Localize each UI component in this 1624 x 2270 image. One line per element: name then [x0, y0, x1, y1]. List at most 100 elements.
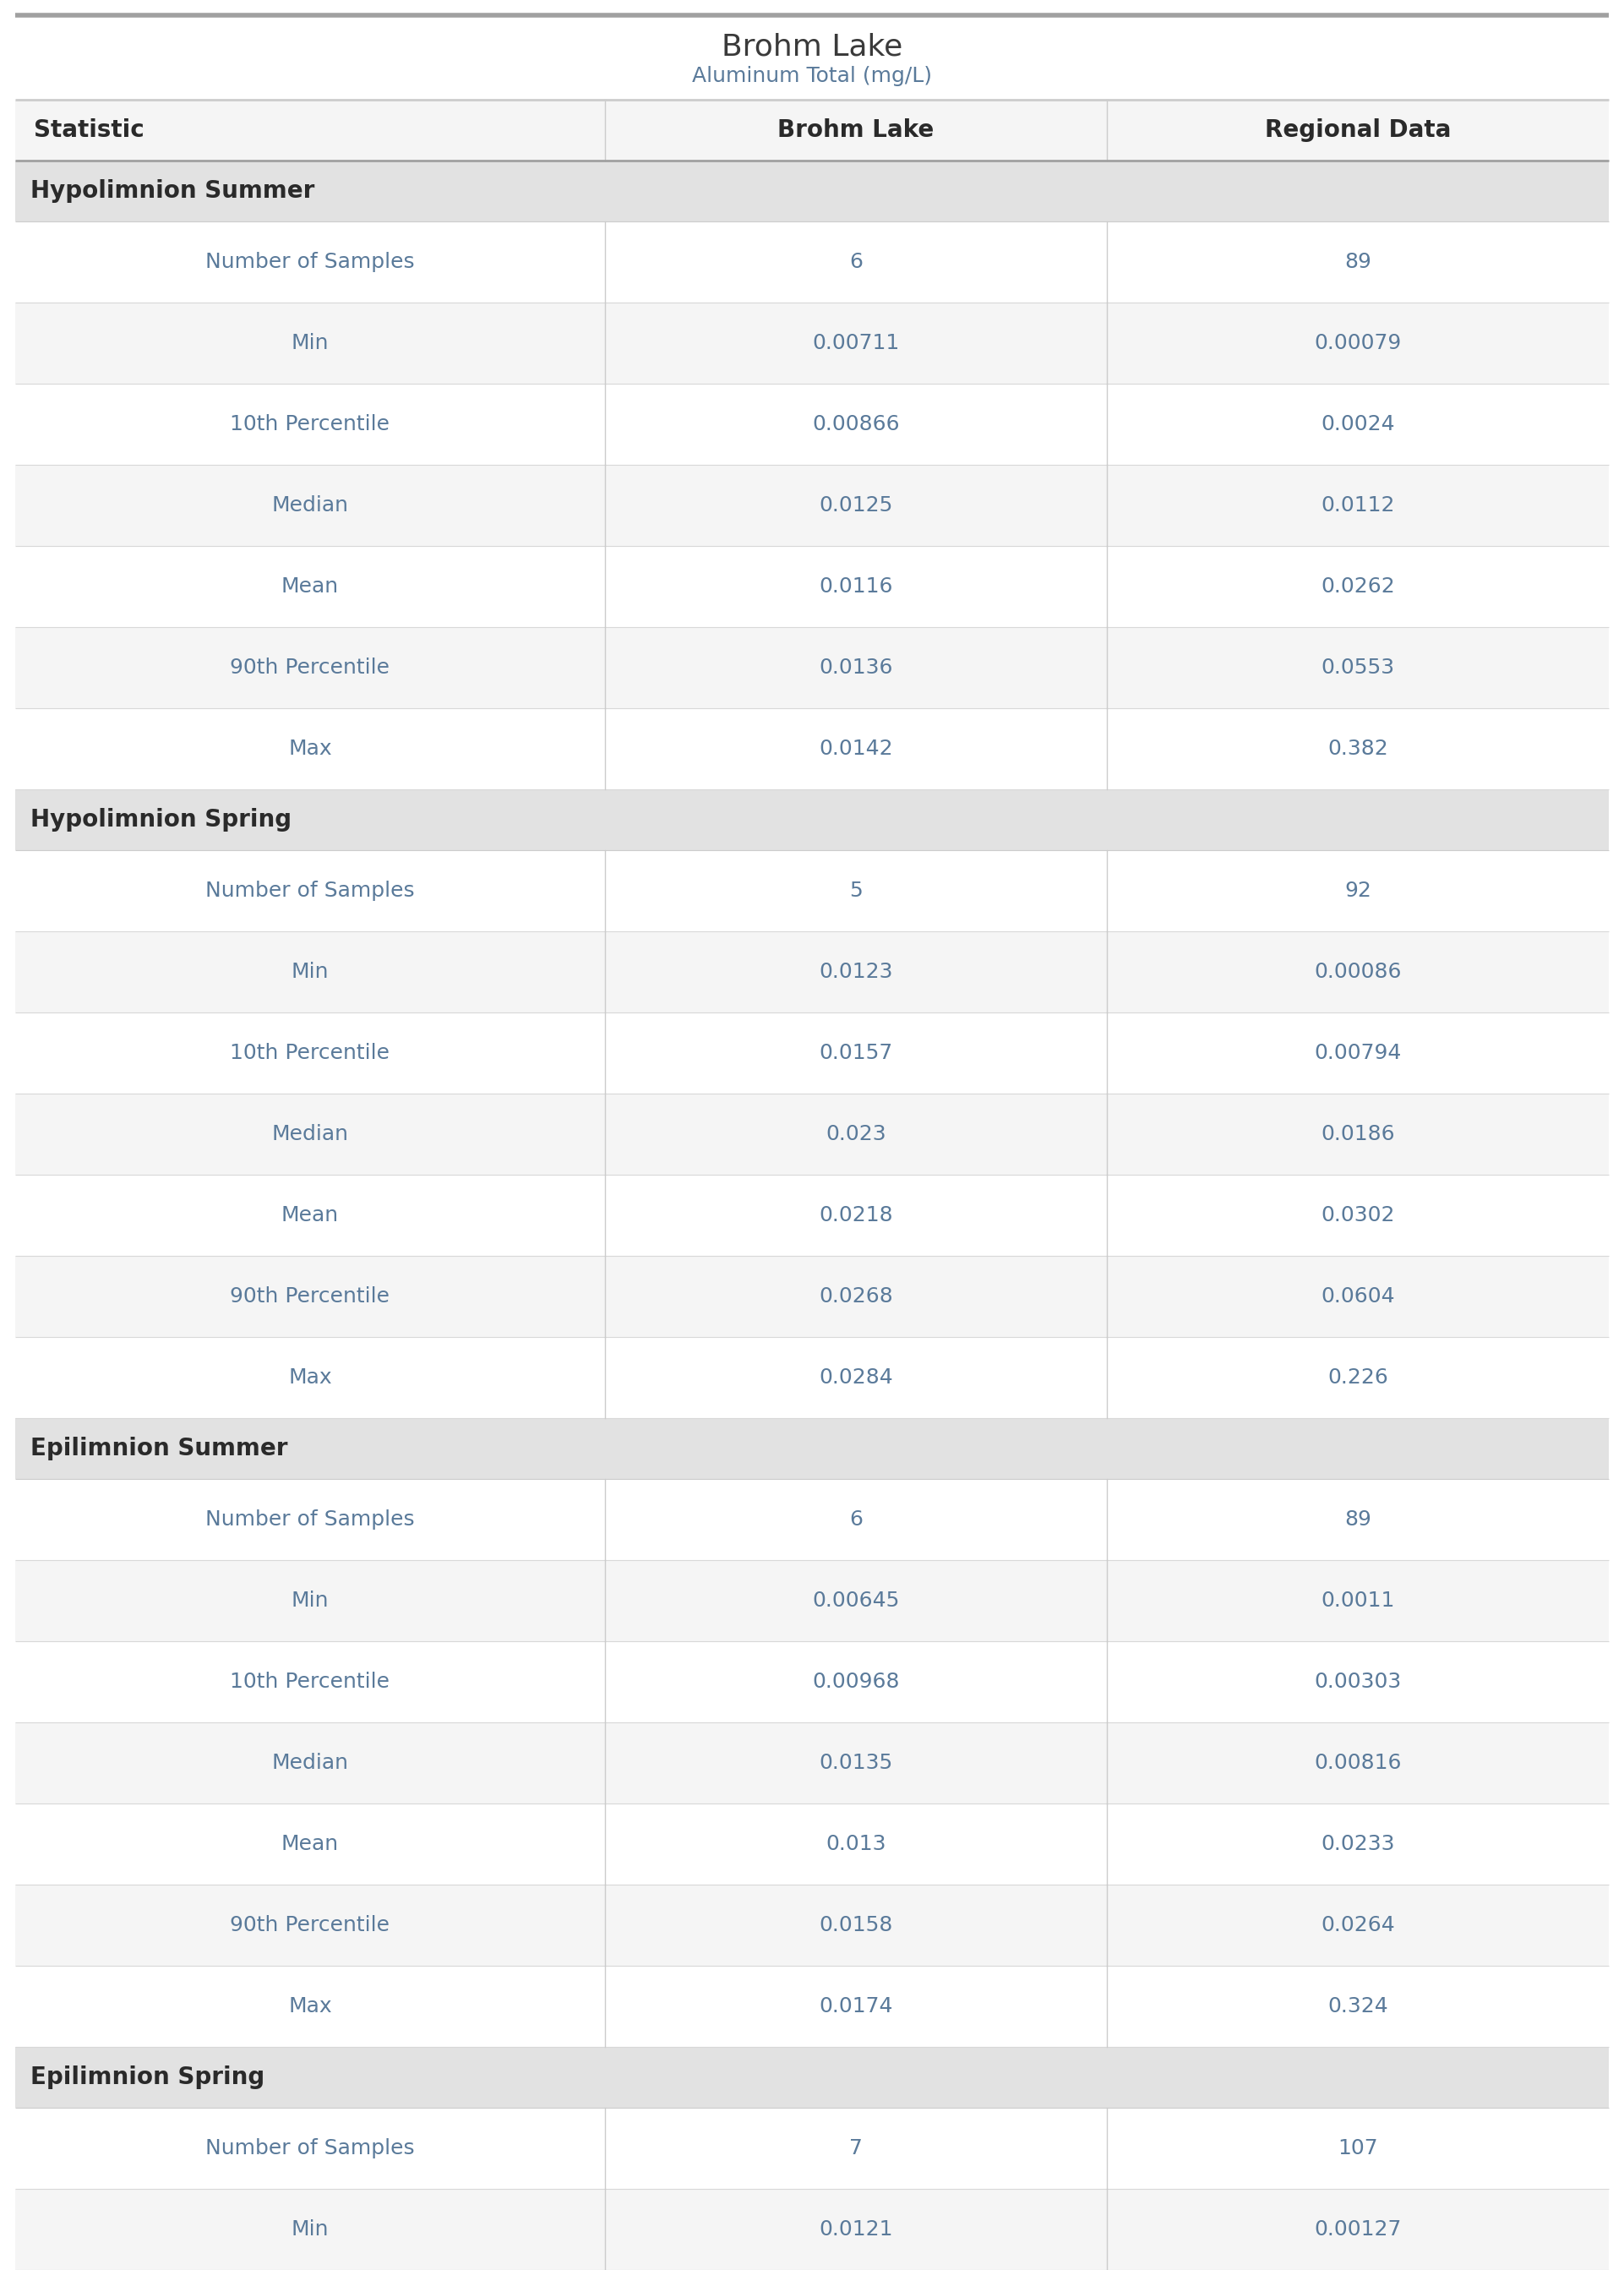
Text: 107: 107 [1338, 2138, 1377, 2159]
Text: Min: Min [291, 2220, 328, 2240]
Text: 0.0024: 0.0024 [1320, 413, 1395, 434]
Bar [15, 465, 1609, 547]
Text: Brohm Lake: Brohm Lake [778, 118, 934, 143]
Bar [15, 1884, 1609, 1966]
Bar [15, 222, 1609, 302]
Text: Median: Median [271, 1752, 349, 1773]
Text: 0.0121: 0.0121 [818, 2220, 893, 2240]
Text: Regional Data: Regional Data [1265, 118, 1450, 143]
Bar [15, 2188, 1609, 2270]
Text: 0.0264: 0.0264 [1320, 1916, 1395, 1936]
Text: 10th Percentile: 10th Percentile [231, 413, 390, 434]
Bar [15, 1559, 1609, 1641]
Bar [15, 790, 1609, 851]
Text: 6: 6 [849, 1510, 862, 1530]
Bar [15, 1012, 1609, 1094]
Bar [15, 1419, 1609, 1480]
Bar [15, 1723, 1609, 1802]
Text: 89: 89 [1345, 1510, 1371, 1530]
Text: 0.0553: 0.0553 [1320, 658, 1395, 679]
Text: 0.00079: 0.00079 [1314, 334, 1402, 354]
Bar [15, 100, 1609, 161]
Text: 0.0604: 0.0604 [1320, 1287, 1395, 1308]
Text: 0.00127: 0.00127 [1314, 2220, 1402, 2240]
Bar [15, 1337, 1609, 1419]
Bar [15, 1802, 1609, 1884]
Text: 0.0135: 0.0135 [818, 1752, 893, 1773]
Text: 0.023: 0.023 [825, 1124, 887, 1144]
Text: Max: Max [287, 1367, 331, 1387]
Text: 0.226: 0.226 [1327, 1367, 1389, 1387]
Text: 0.00816: 0.00816 [1314, 1752, 1402, 1773]
Text: 0.0157: 0.0157 [818, 1042, 893, 1062]
Text: Min: Min [291, 334, 328, 354]
Text: Median: Median [271, 1124, 349, 1144]
Text: 0.0116: 0.0116 [818, 577, 893, 597]
Text: 0.0218: 0.0218 [818, 1205, 893, 1226]
Text: 0.0186: 0.0186 [1320, 1124, 1395, 1144]
Text: 0.0011: 0.0011 [1320, 1591, 1395, 1612]
Text: Mean: Mean [281, 577, 339, 597]
Text: Brohm Lake: Brohm Lake [721, 34, 903, 61]
Text: Max: Max [287, 738, 331, 758]
Bar [15, 851, 1609, 931]
Bar [15, 1174, 1609, 1255]
Text: Hypolimnion Summer: Hypolimnion Summer [31, 179, 315, 202]
Text: 0.0302: 0.0302 [1320, 1205, 1395, 1226]
Text: 6: 6 [849, 252, 862, 272]
Text: 0.0123: 0.0123 [818, 962, 893, 983]
Text: 90th Percentile: 90th Percentile [231, 1287, 390, 1308]
Bar [15, 547, 1609, 627]
Text: Min: Min [291, 1591, 328, 1612]
Text: 0.0268: 0.0268 [818, 1287, 893, 1308]
Text: 0.00968: 0.00968 [812, 1671, 900, 1691]
Text: Number of Samples: Number of Samples [205, 881, 414, 901]
Bar [15, 1966, 1609, 2048]
Text: Mean: Mean [281, 1205, 339, 1226]
Bar [15, 627, 1609, 708]
Bar [15, 1255, 1609, 1337]
Text: 7: 7 [849, 2138, 862, 2159]
Text: Number of Samples: Number of Samples [205, 1510, 414, 1530]
Text: Mean: Mean [281, 1834, 339, 1855]
Text: 0.382: 0.382 [1327, 738, 1389, 758]
Text: 0.0262: 0.0262 [1320, 577, 1395, 597]
Text: Median: Median [271, 495, 349, 515]
Text: 0.0233: 0.0233 [1320, 1834, 1395, 1855]
Text: Epilimnion Summer: Epilimnion Summer [31, 1437, 287, 1460]
Text: Min: Min [291, 962, 328, 983]
Bar [15, 384, 1609, 465]
Text: 0.0125: 0.0125 [818, 495, 893, 515]
Text: 89: 89 [1345, 252, 1371, 272]
Text: 0.00711: 0.00711 [812, 334, 900, 354]
Text: 0.0158: 0.0158 [818, 1916, 893, 1936]
Text: 0.00303: 0.00303 [1314, 1671, 1402, 1691]
Text: 0.00866: 0.00866 [812, 413, 900, 434]
Bar [15, 2109, 1609, 2188]
Text: 0.013: 0.013 [825, 1834, 887, 1855]
Text: 10th Percentile: 10th Percentile [231, 1042, 390, 1062]
Text: Max: Max [287, 1995, 331, 2016]
Text: Number of Samples: Number of Samples [205, 2138, 414, 2159]
Text: 0.0136: 0.0136 [818, 658, 893, 679]
Bar [15, 931, 1609, 1012]
Text: 0.0174: 0.0174 [818, 1995, 893, 2016]
Text: 0.0142: 0.0142 [818, 738, 893, 758]
Bar [15, 161, 1609, 222]
Bar [15, 708, 1609, 790]
Text: 0.0112: 0.0112 [1320, 495, 1395, 515]
Text: 0.00645: 0.00645 [812, 1591, 900, 1612]
Text: 0.00086: 0.00086 [1314, 962, 1402, 983]
Text: Number of Samples: Number of Samples [205, 252, 414, 272]
Text: Statistic: Statistic [34, 118, 145, 143]
Text: 10th Percentile: 10th Percentile [231, 1671, 390, 1691]
Text: 0.00794: 0.00794 [1314, 1042, 1402, 1062]
Text: 0.0284: 0.0284 [818, 1367, 893, 1387]
Text: 5: 5 [849, 881, 862, 901]
Text: Aluminum Total (mg/L): Aluminum Total (mg/L) [692, 66, 932, 86]
Text: 92: 92 [1345, 881, 1371, 901]
Text: 0.324: 0.324 [1327, 1995, 1389, 2016]
Bar [15, 2048, 1609, 2109]
Bar [15, 1641, 1609, 1723]
Bar [15, 1480, 1609, 1559]
